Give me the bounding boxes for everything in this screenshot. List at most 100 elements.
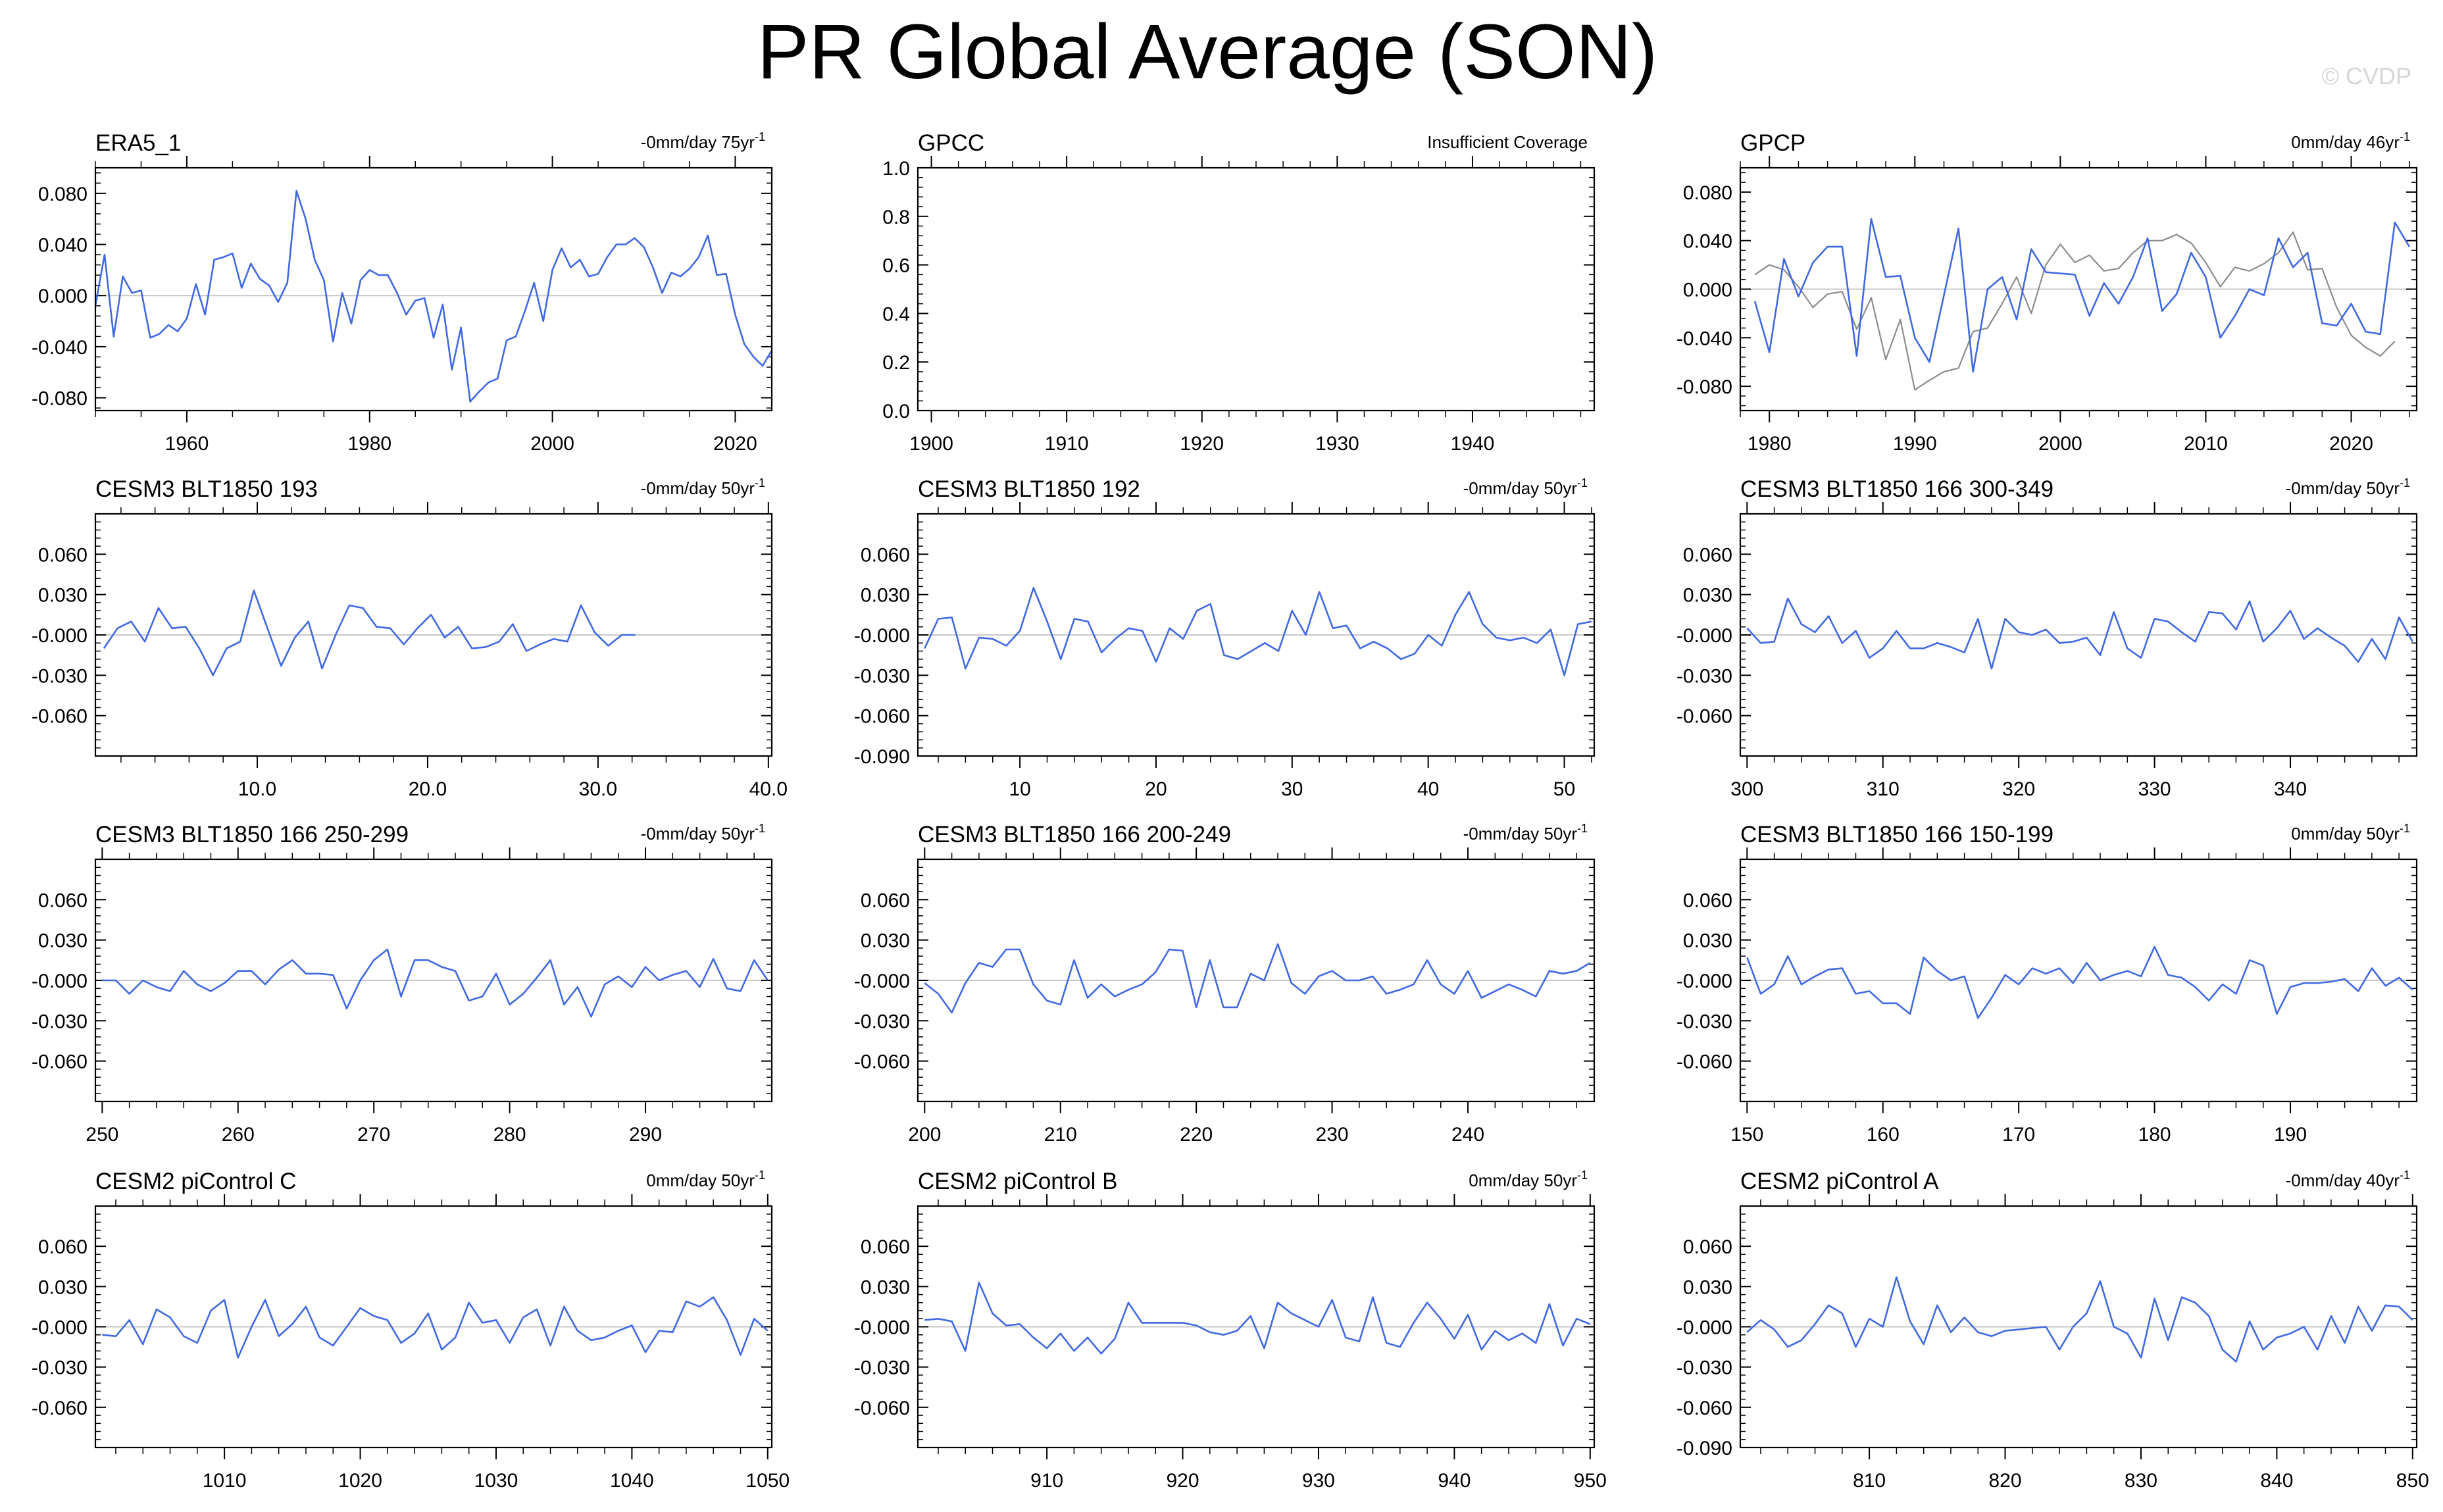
- panel-title: CESM2 piControl B: [918, 1169, 1117, 1194]
- series-line-era5-1-reference-: [1754, 231, 2396, 391]
- x-tick-label: 1010: [203, 1470, 247, 1492]
- y-tick-label: 1.0: [882, 158, 910, 180]
- x-tick-label: 50: [1553, 778, 1575, 800]
- cvdp-watermark: © CVDP: [2321, 63, 2411, 89]
- y-tick-label: -0.060: [1676, 1398, 1732, 1419]
- series-line-cesm3-blt1850-166-250-299: [102, 948, 768, 1018]
- y-tick-label: -0.030: [32, 1357, 88, 1379]
- x-tick-label: 1020: [338, 1470, 382, 1492]
- trend-label: -0mm/day 50yr-1: [641, 476, 765, 498]
- x-tick-label: 1900: [909, 433, 953, 455]
- y-tick-label: 0.030: [38, 1276, 88, 1298]
- y-tick-label: -0.040: [1676, 328, 1732, 349]
- trend-text: -0mm/day 50yr: [1463, 824, 1578, 844]
- panel-cesm3-blt1850-193: CESM3 BLT1850 193 -0mm/day 50yr-1 -0.060 -0…: [32, 476, 788, 800]
- y-tick-label: 0.060: [861, 1236, 910, 1258]
- x-tick-label: 30.0: [579, 778, 617, 800]
- x-tick-label: 1030: [474, 1470, 518, 1492]
- trend-exponent: -1: [2400, 130, 2410, 143]
- x-tick-label: 20.0: [409, 778, 447, 800]
- panel-gpcc: GPCC Insufficient Coverage 0.0 0.2 0.4 0.6 0.8…: [882, 130, 1596, 455]
- x-tick-label: 200: [908, 1124, 941, 1146]
- x-tick-label: 840: [2260, 1470, 2293, 1492]
- y-tick-label: 0.060: [38, 544, 88, 566]
- x-tick-label: 10: [1009, 778, 1030, 800]
- panel-title: CESM2 piControl A: [1740, 1169, 1939, 1194]
- y-tick-label: 0.000: [38, 286, 88, 307]
- series-line-cesm3-blt1850-166-300-349: [1746, 597, 2413, 670]
- trend-label: 0mm/day 50yr-1: [1469, 1169, 1588, 1190]
- y-tick-label: 0.8: [882, 207, 910, 228]
- y-tick-label: -0.000: [854, 970, 910, 992]
- y-tick-label: -0.030: [32, 665, 88, 687]
- trend-exponent: -1: [2400, 476, 2410, 490]
- panel-era5-1: ERA5_1 -0mm/day 75yr-1 -0.080 -0.040 0.000 0.…: [32, 130, 773, 455]
- x-tick-label: 2000: [2038, 433, 2082, 455]
- panel-title: CESM3 BLT1850 166 300-349: [1740, 476, 2053, 502]
- x-tick-label: 270: [357, 1124, 390, 1146]
- y-tick-label: 0.080: [38, 184, 88, 205]
- y-tick-label: 0.6: [882, 255, 910, 277]
- x-tick-label: 930: [1302, 1470, 1335, 1492]
- y-tick-label: -0.040: [32, 337, 88, 359]
- plot-frame: [94, 513, 773, 757]
- x-tick-label: 290: [629, 1124, 662, 1146]
- x-tick-label: 230: [1316, 1124, 1349, 1146]
- x-tick-label: 1930: [1315, 433, 1359, 455]
- y-tick-label: 0.030: [1683, 930, 1732, 952]
- trend-exponent: -1: [1577, 822, 1588, 835]
- x-tick-label: 280: [493, 1124, 526, 1146]
- trend-label: -0mm/day 50yr-1: [1463, 476, 1588, 498]
- y-tick-label: 0.030: [861, 1276, 910, 1298]
- x-tick-label: 950: [1574, 1470, 1607, 1492]
- series-line-gpcp: [1753, 218, 2411, 373]
- x-tick-label: 1980: [1748, 433, 1792, 455]
- y-tick-label: 0.030: [38, 585, 88, 607]
- x-tick-label: 260: [222, 1124, 255, 1146]
- trend-label: -0mm/day 50yr-1: [641, 822, 765, 844]
- y-tick-label: -0.000: [32, 1317, 88, 1339]
- x-tick-label: 170: [2002, 1124, 2035, 1146]
- panel-cesm2-picontrol-b: CESM2 piControl B 0mm/day 50yr-1 -0.060 -0.…: [854, 1169, 1607, 1492]
- trend-text: -0mm/day 50yr: [1463, 478, 1578, 498]
- y-tick-label: -0.060: [854, 1051, 910, 1073]
- trend-text: 0mm/day 46yr: [2291, 132, 2400, 152]
- y-tick-label: -0.030: [1676, 665, 1732, 687]
- y-tick-label: -0.000: [32, 970, 88, 992]
- trend-text: Insufficient Coverage: [1427, 132, 1588, 152]
- x-tick-label: 310: [1867, 778, 1900, 800]
- trend-label: -0mm/day 50yr-1: [2286, 476, 2410, 498]
- y-tick-label: -0.060: [32, 706, 88, 728]
- trend-exponent: -1: [755, 822, 765, 835]
- x-tick-label: 1980: [347, 433, 391, 455]
- panel-title: CESM3 BLT1850 166 250-299: [95, 822, 409, 847]
- x-tick-label: 920: [1166, 1470, 1199, 1492]
- trend-label: 0mm/day 50yr-1: [2291, 822, 2410, 844]
- plot-frame: [94, 858, 773, 1103]
- y-tick-label: 0.000: [1683, 280, 1732, 301]
- y-tick-label: -0.030: [854, 1357, 910, 1379]
- series-line-cesm3-blt1850-166-150-199: [1746, 945, 2413, 1019]
- panel-cesm2-picontrol-c: CESM2 piControl C 0mm/day 50yr-1 -0.060 -0.…: [32, 1169, 790, 1492]
- x-tick-label: 20: [1145, 778, 1167, 800]
- y-tick-label: -0.030: [1676, 1011, 1732, 1032]
- plot-frame: [917, 166, 1596, 412]
- trend-exponent: -1: [2400, 1169, 2410, 1182]
- x-tick-label: 1990: [1893, 433, 1937, 455]
- trend-label: Insufficient Coverage: [1427, 132, 1588, 152]
- trend-text: -0mm/day 50yr: [641, 824, 755, 844]
- y-tick-label: -0.080: [1676, 376, 1732, 398]
- y-tick-label: -0.060: [854, 706, 910, 728]
- panel-cesm3-blt1850-192: CESM3 BLT1850 192 -0mm/day 50yr-1 -0.090 -0…: [854, 476, 1596, 800]
- y-tick-label: 0.030: [38, 930, 88, 952]
- x-tick-label: 150: [1730, 1124, 1763, 1146]
- x-tick-label: 850: [2396, 1470, 2429, 1492]
- panel-cesm3-blt1850-166-200-249: CESM3 BLT1850 166 200-249 -0mm/day 50yr-1…: [854, 822, 1596, 1146]
- panel-title: CESM2 piControl C: [95, 1169, 296, 1194]
- figure-title: PR Global Average (SON): [757, 9, 1658, 95]
- x-tick-label: 320: [2002, 778, 2035, 800]
- y-tick-label: 0.060: [1683, 890, 1732, 911]
- x-tick-label: 940: [1438, 1470, 1471, 1492]
- trend-text: -0mm/day 75yr: [641, 132, 755, 152]
- trend-text: 0mm/day 50yr: [2291, 824, 2400, 844]
